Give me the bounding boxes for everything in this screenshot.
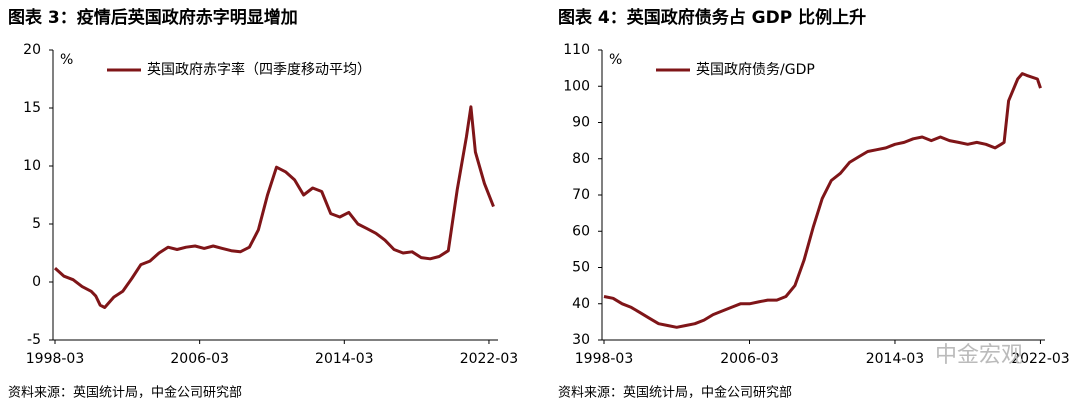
chart-title: 图表 3：疫情后英国政府赤字明显增加 xyxy=(8,7,298,28)
x-tick-label: 2014-03 xyxy=(315,351,374,367)
y-tick-label: 90 xyxy=(572,115,590,131)
y-tick-label: 5 xyxy=(32,216,41,232)
y-tick-label: 10 xyxy=(23,158,41,174)
line-series xyxy=(53,105,495,309)
y-tick-label: 70 xyxy=(572,187,590,203)
y-tick-label: 50 xyxy=(572,260,590,276)
y-tick-label: 30 xyxy=(572,332,590,348)
x-tick-label: 1998-03 xyxy=(26,351,85,367)
x-tick-label: 2014-03 xyxy=(866,351,925,367)
x-tick-label: 2006-03 xyxy=(170,351,229,367)
x-tick-label: 2022-03 xyxy=(460,351,519,367)
source-note: 资料来源：英国统计局，中金公司研究部 xyxy=(558,385,792,401)
watermark: 中金宏观 xyxy=(935,343,1023,368)
legend-label: 英国政府债务/GDP xyxy=(696,61,815,78)
y-tick-label: 110 xyxy=(563,42,590,58)
y-tick-label: 80 xyxy=(572,151,590,167)
y-tick-label: 20 xyxy=(23,42,41,58)
source-note: 资料来源：英国统计局，中金公司研究部 xyxy=(8,385,242,401)
y-axis-label: % xyxy=(60,52,73,68)
y-tick-label: 40 xyxy=(572,296,590,312)
y-tick-label: 60 xyxy=(572,223,590,239)
y-tick-label: 0 xyxy=(32,274,41,290)
y-axis-label: % xyxy=(609,52,622,68)
x-tick-label: 2022-03 xyxy=(1011,351,1070,367)
y-tick-label: 15 xyxy=(23,100,41,116)
x-tick-label: 1998-03 xyxy=(575,351,634,367)
y-tick-label: -5 xyxy=(27,332,41,348)
chart-title: 图表 4：英国政府债务占 GDP 比例上升 xyxy=(558,7,866,28)
line-series xyxy=(603,72,1042,329)
x-tick-label: 2006-03 xyxy=(720,351,779,367)
legend-label: 英国政府赤字率（四季度移动平均） xyxy=(147,61,371,78)
y-tick-label: 100 xyxy=(563,78,590,94)
